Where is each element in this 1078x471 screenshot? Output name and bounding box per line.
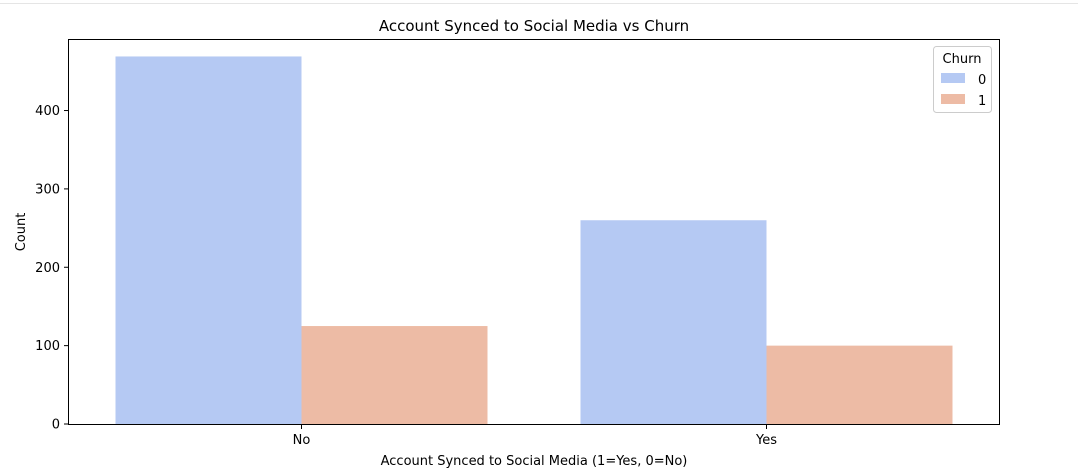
x-tick-label: Yes [755, 433, 777, 448]
y-tick-label: 100 [35, 339, 60, 354]
legend-title: Churn [943, 52, 982, 67]
y-axis-label: Count [14, 213, 29, 252]
y-tick-label: 400 [35, 104, 60, 119]
bar-no-churn-1 [301, 326, 488, 424]
y-tick-label: 0 [52, 418, 60, 433]
legend-item-1: 1 [941, 94, 986, 109]
y-tick-label: 200 [35, 261, 60, 276]
plot-frame [68, 39, 1000, 425]
legend: Churn 0 1 [933, 46, 992, 113]
y-axis-ticks: 0 100 200 300 400 [35, 104, 69, 433]
legend-label-1: 1 [978, 94, 986, 109]
bars-group [115, 56, 953, 424]
x-tick-label: No [293, 433, 311, 448]
legend-swatch-0 [941, 73, 965, 83]
y-tick-label: 300 [35, 182, 60, 197]
x-axis-ticks: No Yes [293, 424, 777, 448]
chart-title: Account Synced to Social Media vs Churn [379, 17, 689, 35]
bar-yes-churn-1 [766, 345, 953, 424]
legend-item-0: 0 [941, 73, 986, 88]
legend-label-0: 0 [978, 73, 986, 88]
bar-no-churn-0 [115, 56, 302, 424]
top-border [0, 0, 1078, 4]
legend-swatch-1 [941, 94, 965, 104]
bar-yes-churn-0 [580, 220, 767, 424]
x-axis-label: Account Synced to Social Media (1=Yes, 0… [381, 454, 688, 469]
